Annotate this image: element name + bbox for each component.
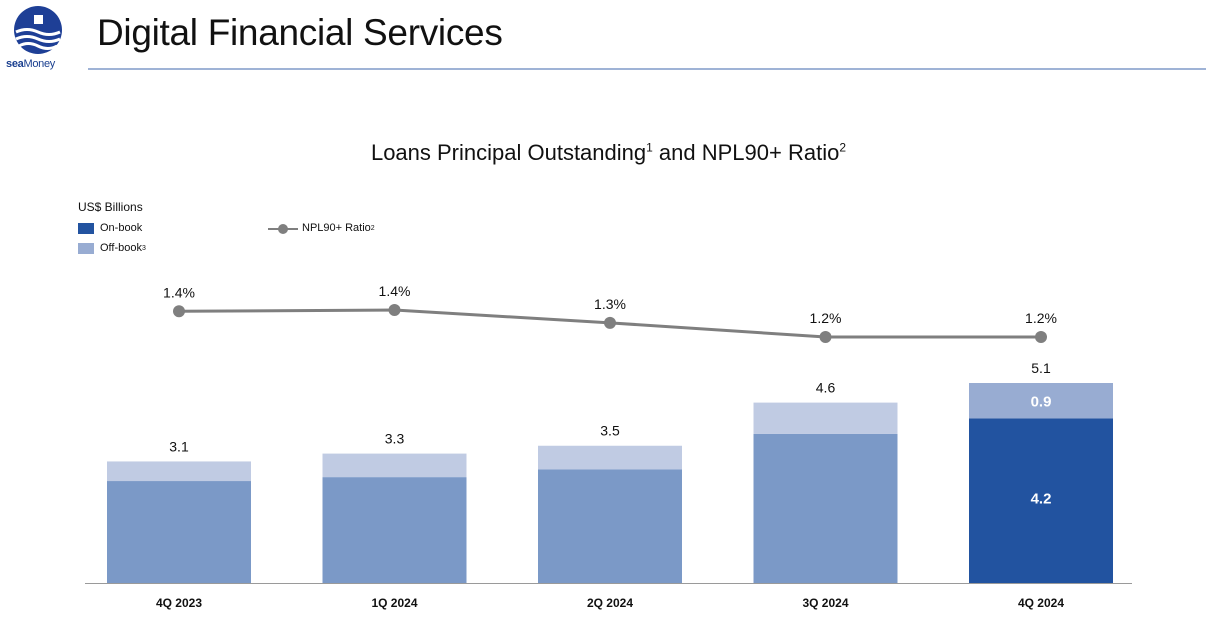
logo-wordmark-sea: sea (6, 58, 24, 70)
logo-wordmark: seaMoney (6, 58, 55, 70)
total-label-0: 3.1 (169, 438, 189, 454)
bar-on-book-3 (753, 433, 898, 583)
bar-off-book-1 (322, 453, 467, 478)
bar-on-book-0 (107, 481, 251, 583)
npl-label-0: 1.4% (163, 284, 195, 300)
logo-mark-icon (14, 6, 62, 54)
legend-off-book: Off-book 3 (78, 242, 146, 254)
chart-title-footnote-1: 1 (646, 140, 653, 155)
total-label-2: 3.5 (600, 423, 620, 439)
category-label-3: 3Q 2024 (802, 596, 848, 610)
on-book-value-label: 4.2 (1031, 491, 1052, 508)
bar-off-book-2 (538, 445, 682, 470)
bar-on-book-1 (322, 477, 467, 583)
bar-off-book-3 (753, 402, 898, 434)
npl-point-0 (173, 305, 185, 318)
npl-point-2 (604, 316, 616, 329)
category-label-1: 1Q 2024 (371, 596, 417, 610)
legend-on-book: On-book (78, 222, 142, 234)
bar-on-book-4 (969, 418, 1113, 583)
npl-label-4: 1.2% (1025, 310, 1057, 326)
chart-title: Loans Principal Outstanding1 and NPL90+ … (0, 140, 1217, 166)
header-divider (88, 68, 1206, 70)
bar-off-book-0 (107, 461, 251, 482)
legend-on-book-swatch (78, 222, 94, 234)
npl-label-2: 1.3% (594, 296, 626, 312)
legend-npl-label: NPL90+ Ratio (302, 222, 371, 234)
legend-npl-footnote: 2 (370, 224, 375, 232)
chart-title-text: Loans Principal Outstanding (370, 140, 647, 165)
npl-point-4 (1035, 331, 1047, 343)
category-label-2: 2Q 2024 (587, 596, 633, 610)
legend-npl-ratio: NPL90+ Ratio 2 (268, 222, 375, 234)
units-label: US$ Billions (78, 200, 143, 214)
chart-title-mid: and NPL90+ Ratio (652, 140, 840, 165)
off-book-value-label: 0.9 (1031, 394, 1052, 411)
bar-off-book-4 (969, 383, 1113, 419)
logo-wordmark-money: Money (23, 58, 55, 70)
total-label-4: 5.1 (1031, 360, 1051, 376)
seamoney-logo (12, 4, 74, 74)
total-label-3: 4.6 (816, 380, 836, 396)
category-label-4: 4Q 2024 (1018, 596, 1064, 610)
legend-off-book-label: Off-book (100, 242, 142, 254)
npl-point-1 (388, 304, 401, 316)
npl-label-1: 1.4% (379, 283, 411, 299)
page-title: Digital Financial Services (97, 12, 503, 53)
legend-off-book-swatch (78, 242, 94, 254)
npl-label-3: 1.2% (810, 310, 842, 326)
chart-title-footnote-2: 2 (839, 140, 847, 155)
category-label-0: 4Q 2023 (156, 596, 202, 610)
npl-point-3 (819, 331, 832, 343)
total-label-1: 3.3 (385, 431, 405, 447)
bar-on-book-2 (538, 469, 682, 583)
legend-off-book-footnote: 3 (142, 244, 146, 252)
legend-npl-line-icon (268, 223, 298, 234)
legend-on-book-label: On-book (100, 222, 143, 234)
